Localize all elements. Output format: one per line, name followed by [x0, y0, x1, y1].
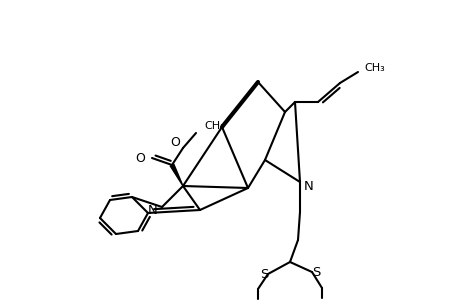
Polygon shape [170, 164, 183, 186]
Text: S: S [311, 266, 319, 278]
Text: N: N [303, 179, 313, 193]
Text: N: N [148, 203, 157, 217]
Text: CH₃: CH₃ [363, 63, 384, 73]
Text: S: S [259, 268, 268, 281]
Text: O: O [170, 136, 179, 148]
Text: O: O [135, 152, 145, 164]
Text: CH₃: CH₃ [203, 121, 224, 131]
